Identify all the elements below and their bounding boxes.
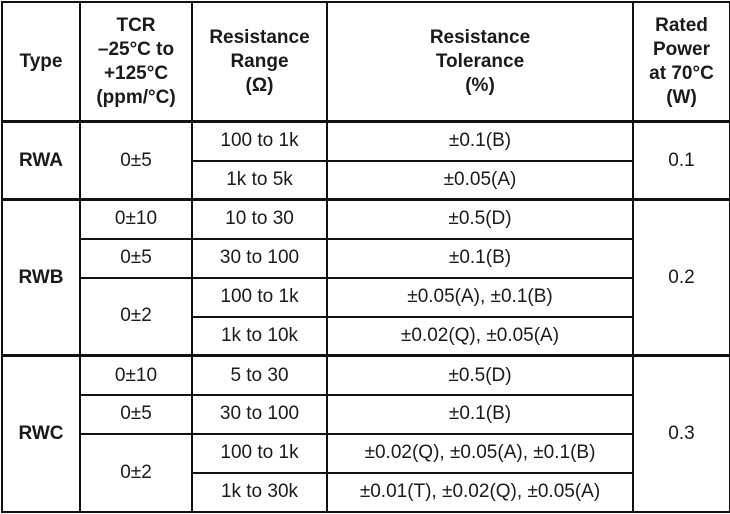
- range-cell: 1k to 30k: [191, 471, 328, 514]
- tolerance-cell: ±0.05(A), ±0.1(B): [326, 276, 634, 318]
- tcr-cell: 0±5: [79, 393, 193, 435]
- header-tcr-line: (ppm/°C): [96, 86, 176, 108]
- tolerance-cell: ±0.02(Q), ±0.05(A), ±0.1(B): [326, 432, 634, 474]
- range-cell: 100 to 1k: [191, 432, 328, 474]
- tolerance-cell: ±0.01(T), ±0.02(Q), ±0.05(A): [326, 471, 634, 514]
- header-range-line: Range: [230, 50, 289, 72]
- header-tolerance-line: Resistance: [429, 26, 531, 48]
- range-cell: 30 to 100: [191, 393, 328, 435]
- tcr-cell: 0±2: [79, 276, 193, 357]
- table-row: 1k to 5k ±0.05(A): [2, 159, 730, 201]
- table-row: RWC 0±10 5 to 30 ±0.5(D) 0.3: [1, 354, 730, 514]
- tcr-cell: 0±5: [79, 119, 193, 201]
- range-cell: 30 to 100: [191, 237, 328, 279]
- tcr-cell: 0±2: [79, 432, 193, 514]
- tolerance-cell: ±0.02(Q), ±0.05(A): [326, 315, 634, 357]
- header-type: Type: [1, 1, 81, 123]
- table-row: 1k to 30k ±0.01(T), ±0.02(Q), ±0.05(A): [2, 471, 730, 514]
- range-cell: 100 to 1k: [191, 119, 328, 162]
- header-row: Type TCR –25°C to +125°C (ppm/°C) Resist…: [1, 1, 730, 123]
- header-tolerance-line: Tolerance: [435, 50, 525, 72]
- tolerance-cell: ±0.05(A): [326, 159, 634, 201]
- tolerance-cell: ±0.5(D): [326, 198, 634, 240]
- header-tcr: TCR –25°C to +125°C (ppm/°C): [79, 1, 193, 123]
- range-cell: 1k to 10k: [191, 315, 328, 357]
- tolerance-cell: ±0.5(D): [326, 354, 634, 396]
- header-range-line: Resistance: [209, 26, 310, 48]
- table-row: 0±5 30 to 100 ±0.1(B): [2, 393, 730, 435]
- type-cell: RWA: [1, 119, 81, 201]
- header-tcr-line: TCR: [116, 14, 156, 36]
- header-power: Rated Power at 70°C (W): [632, 1, 730, 123]
- table-row: 0±5 30 to 100 ±0.1(B): [2, 237, 730, 279]
- header-tcr-line: –25°C to: [97, 38, 175, 60]
- table-row: 1k to 10k ±0.02(Q), ±0.05(A): [2, 315, 730, 357]
- table-row: 0±2 100 to 1k ±0.02(Q), ±0.05(A), ±0.1(B…: [2, 432, 730, 514]
- tolerance-cell: ±0.1(B): [326, 237, 634, 279]
- header-tolerance-line: (%): [465, 74, 495, 96]
- header-type-line: Type: [19, 50, 63, 72]
- tcr-cell: 0±10: [79, 354, 193, 396]
- header-power-line: at 70°C: [649, 62, 714, 84]
- table-row: RWB 0±10 10 to 30 ±0.5(D) 0.2: [1, 198, 730, 357]
- header-range-line: (Ω): [245, 74, 274, 96]
- header-power-line: (W): [666, 86, 697, 108]
- header-range: Resistance Range (Ω): [191, 1, 328, 123]
- header-tolerance: Resistance Tolerance (%): [326, 1, 634, 123]
- table-row: RWA 0±5 100 to 1k ±0.1(B) 0.1: [1, 119, 730, 201]
- range-cell: 1k to 5k: [191, 159, 328, 201]
- type-cell: RWB: [1, 198, 81, 357]
- header-power-line: Rated: [655, 14, 708, 36]
- tolerance-cell: ±0.1(B): [326, 393, 634, 435]
- power-cell: 0.2: [632, 198, 730, 357]
- tolerance-cell: ±0.1(B): [326, 119, 634, 162]
- power-cell: 0.1: [632, 119, 730, 201]
- header-tcr-line: +125°C: [103, 62, 169, 84]
- power-cell: 0.3: [632, 354, 730, 514]
- tcr-cell: 0±10: [79, 198, 193, 240]
- type-cell: RWC: [1, 354, 81, 514]
- tcr-cell: 0±5: [79, 237, 193, 279]
- range-cell: 100 to 1k: [191, 276, 328, 318]
- range-cell: 5 to 30: [191, 354, 328, 396]
- header-power-line: Power: [652, 38, 711, 60]
- range-cell: 10 to 30: [191, 198, 328, 240]
- table-row: 0±2 100 to 1k ±0.05(A), ±0.1(B): [2, 276, 730, 357]
